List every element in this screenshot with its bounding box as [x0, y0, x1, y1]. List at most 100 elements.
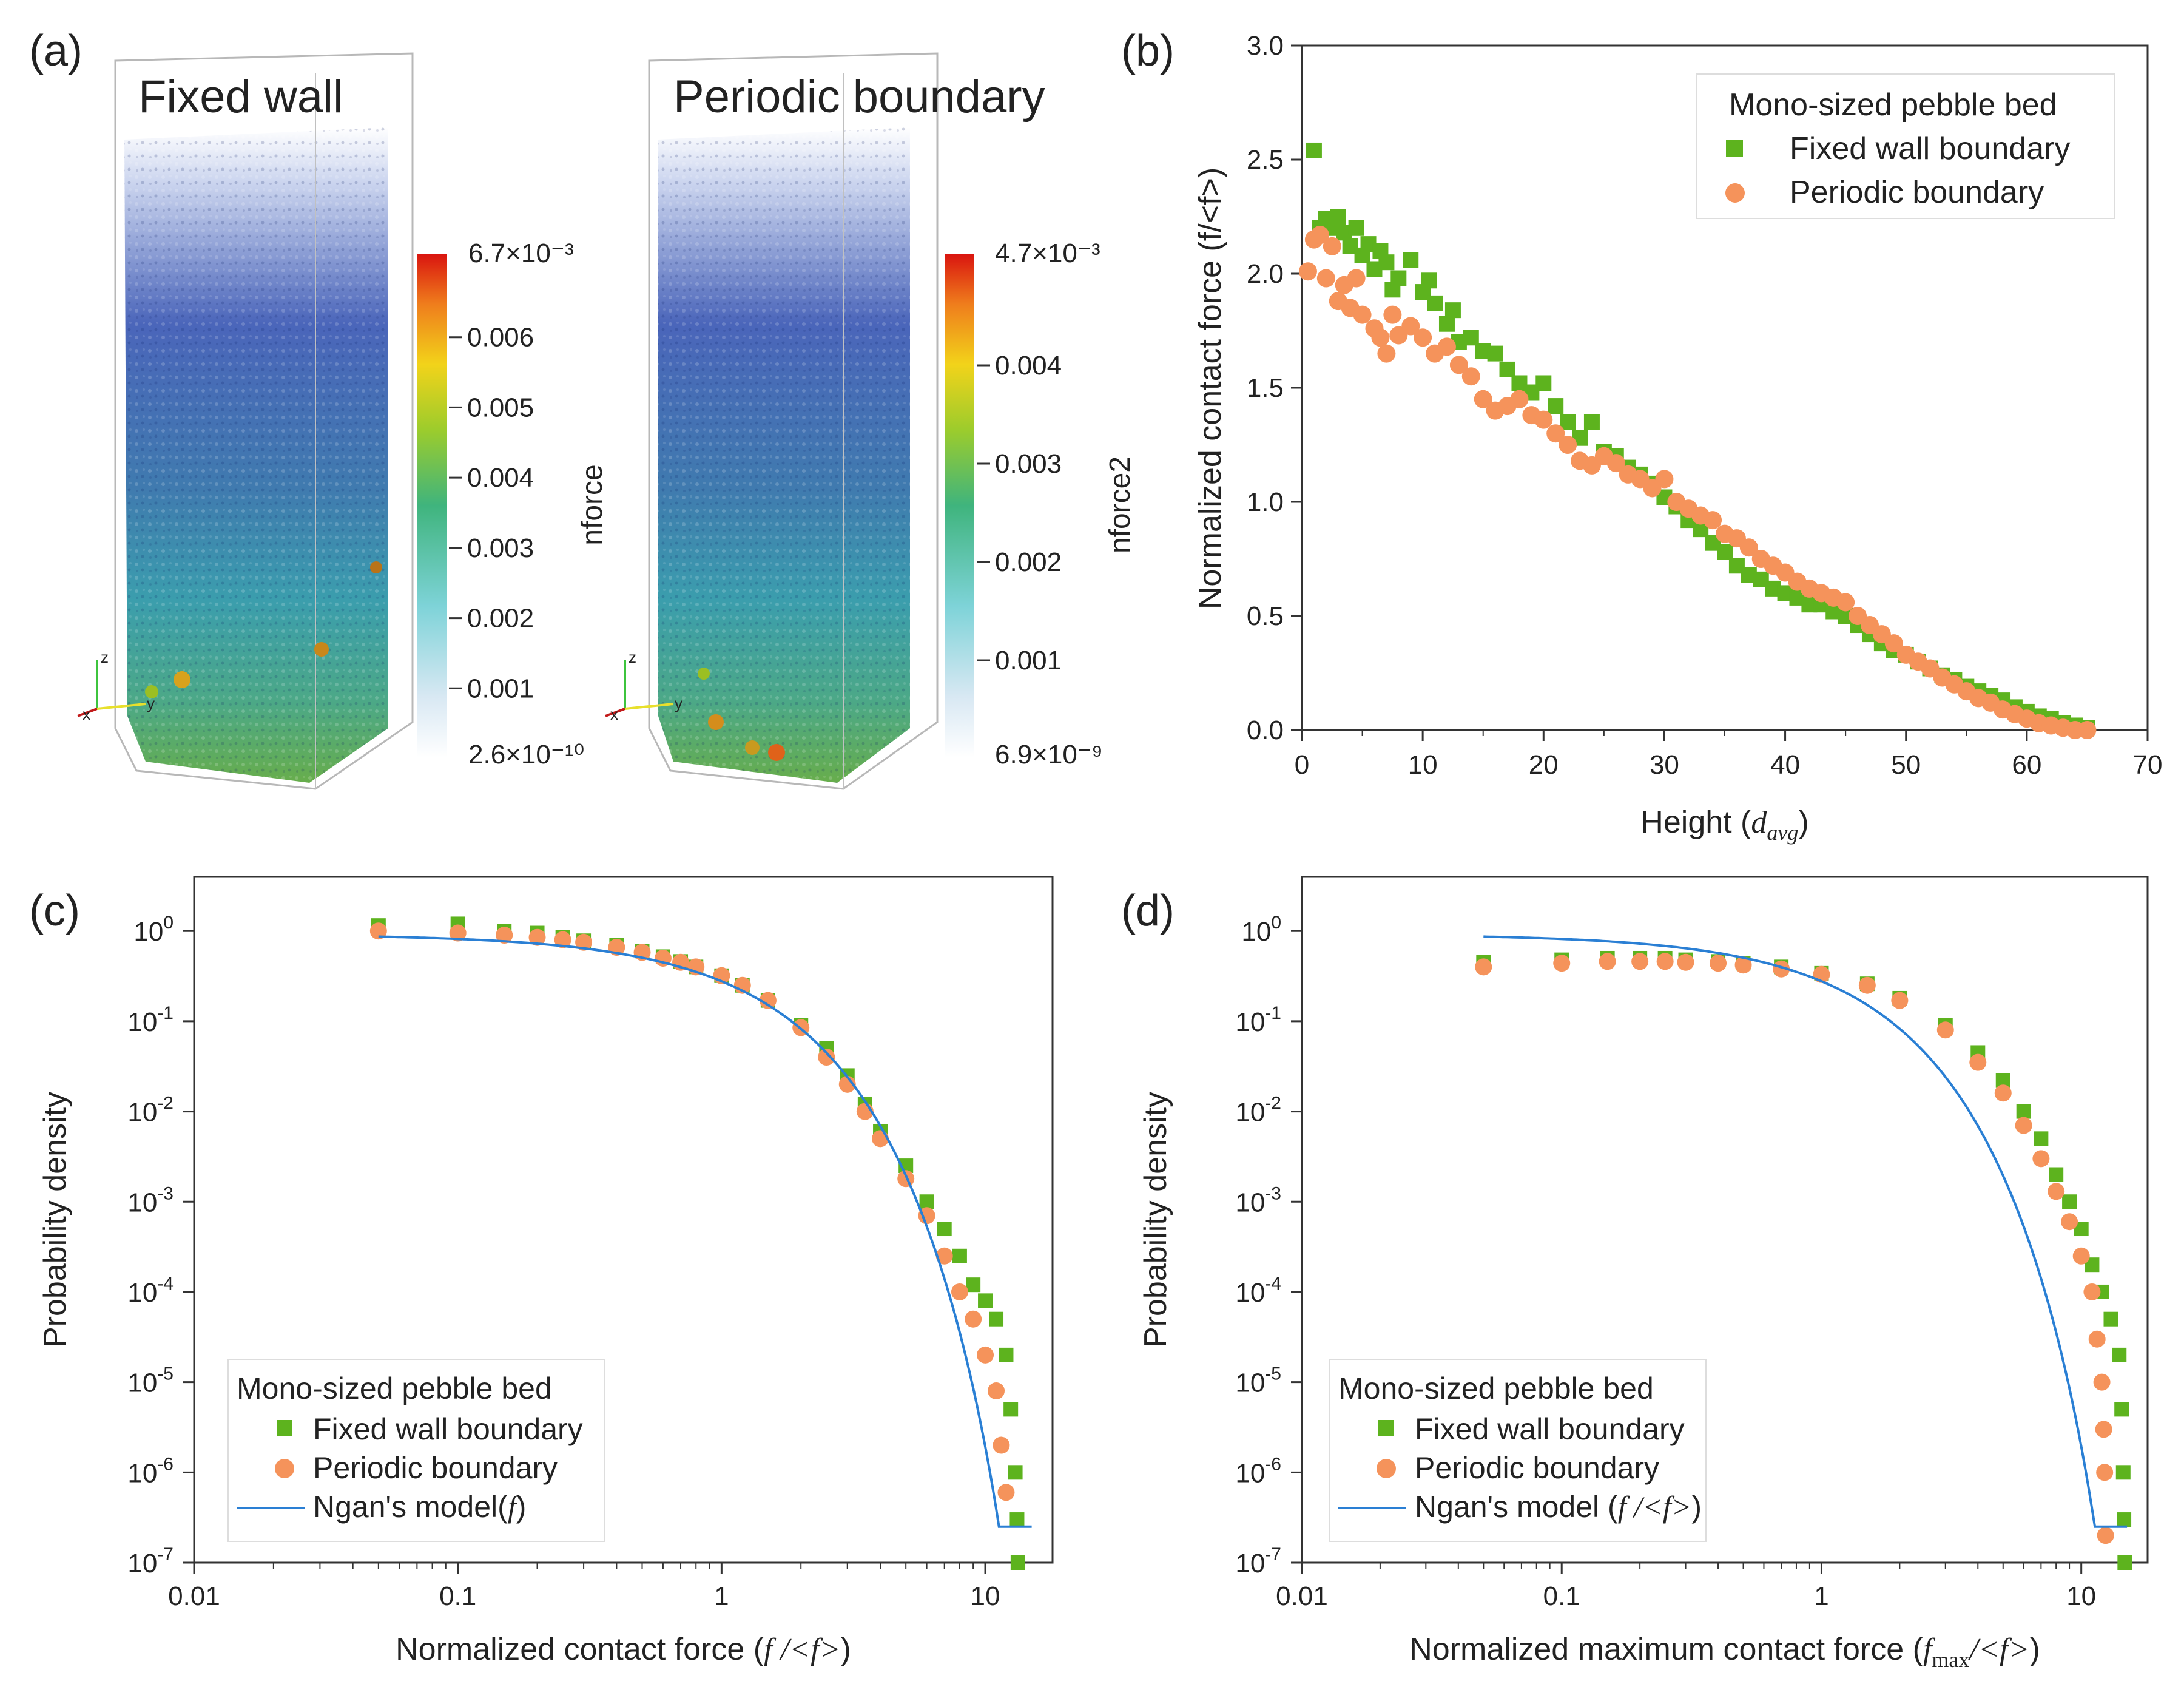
y-tick-label: 10-2	[127, 1094, 174, 1128]
axis-y: y	[147, 694, 155, 712]
periodic-bed: Periodic boundary z x y 4.7×10⁻³ 0.004 0.…	[605, 52, 1136, 790]
legend-fixed-wall: Fixed wall boundary	[313, 1412, 583, 1446]
fixed-wall-bed: Fixed wall z x y 6.7×10⁻³ 0.006 0.005 0.00…	[77, 52, 608, 790]
model-curve	[378, 935, 1032, 1528]
data-point-periodic	[993, 1436, 1010, 1454]
x-tick-label: 30	[1650, 750, 1679, 780]
data-point-periodic	[1461, 367, 1480, 386]
data-point-fixed-wall	[1548, 398, 1564, 414]
colorbar-left-tick-label: 0.005	[467, 393, 534, 422]
data-point-periodic	[1371, 328, 1390, 347]
data-point-fixed-wall	[989, 1311, 1004, 1327]
y-tick-label: 2.5	[1247, 145, 1284, 175]
panel-d-label: (d)	[1121, 887, 1175, 935]
bed-texture	[658, 127, 910, 783]
colorbar-left-max: 6.7×10⁻³	[468, 238, 574, 268]
legend-marker-fixed-wall	[1726, 140, 1743, 157]
data-point-periodic	[449, 924, 467, 942]
data-point-fixed-wall	[1560, 414, 1576, 430]
y-tick-label: 10-5	[1235, 1364, 1281, 1398]
data-point-periodic	[1510, 390, 1529, 408]
data-point-periodic	[1891, 992, 1909, 1009]
data-point-periodic	[1559, 436, 1577, 454]
data-point-periodic	[1655, 470, 1674, 489]
panel-c-label: (c)	[29, 887, 80, 935]
colorbar-right-tick-label: 0.001	[995, 646, 1062, 675]
x-axis-label: Height (davg)	[1640, 805, 1808, 845]
data-point-periodic	[1631, 953, 1649, 970]
data-point-periodic	[951, 1283, 968, 1300]
data-point-periodic	[554, 931, 571, 948]
legend-marker-periodic	[1377, 1459, 1396, 1478]
hot-pebble	[174, 671, 190, 688]
y-tick-label: 1.0	[1247, 487, 1284, 517]
y-tick-label: 10-6	[1235, 1454, 1281, 1488]
data-point-periodic	[1858, 976, 1876, 994]
x-tick-label: 60	[2012, 750, 2041, 780]
data-point-periodic	[997, 1484, 1015, 1501]
colorbar-right-tick-label: 0.004	[995, 351, 1062, 380]
y-tick-label: 10-6	[127, 1454, 174, 1488]
legend-marker-periodic	[275, 1459, 294, 1478]
data-point-fixed-wall	[2115, 1465, 2131, 1480]
x-axis-label: Normalized maximum contact force (fmax/<…	[1409, 1632, 2040, 1672]
data-point-fixed-wall	[1009, 1512, 1025, 1527]
colorbar-left-label: nforce	[576, 464, 608, 545]
data-point-periodic	[1710, 955, 1727, 972]
data-point-periodic	[2072, 1247, 2090, 1265]
axes-triad: z x y	[605, 648, 682, 723]
data-point-periodic	[1316, 269, 1335, 288]
panel-a-label: (a)	[29, 27, 83, 75]
legend-marker-fixed-wall	[277, 1420, 292, 1436]
data-point-fixed-wall	[1008, 1465, 1023, 1480]
y-tick-label: 0.5	[1247, 601, 1284, 631]
x-axis-label: Normalized contact force (f /<f>)	[396, 1632, 851, 1667]
x-tick-label: 10	[971, 1581, 1000, 1611]
data-point-periodic	[369, 922, 387, 940]
legend-model: Ngan's model (f /<f>)	[1415, 1490, 1702, 1524]
y-tick-label: 10-1	[1235, 1003, 1281, 1037]
colorbar-right-tick-label: 0.003	[995, 449, 1062, 479]
colorbar-right-max: 4.7×10⁻³	[995, 238, 1100, 268]
data-point-periodic	[496, 927, 513, 944]
data-point-fixed-wall	[2016, 1104, 2031, 1119]
panel-a: (a) Fixed wall z x y 6.7×10⁻³	[29, 27, 1136, 790]
legend-periodic: Periodic boundary	[1790, 175, 2044, 210]
data-point-fixed-wall	[966, 1277, 981, 1293]
data-point-fixed-wall	[1378, 254, 1395, 271]
data-point-fixed-wall	[1421, 272, 1437, 289]
data-point-fixed-wall	[2117, 1555, 2132, 1570]
data-point-fixed-wall	[2117, 1512, 2132, 1527]
legend-box	[1696, 73, 2115, 219]
hot-pebble	[768, 744, 785, 761]
data-point-fixed-wall	[1390, 270, 1407, 286]
data-point-periodic	[2048, 1183, 2065, 1200]
data-point-fixed-wall	[2103, 1311, 2118, 1327]
colorbar-left-tick-label: 0.006	[467, 323, 534, 353]
data-point-fixed-wall	[978, 1293, 993, 1308]
hot-pebble	[370, 561, 382, 573]
x-tick-label: 0.1	[1543, 1581, 1580, 1611]
data-point-periodic	[759, 992, 777, 1009]
y-tick-label: 0.0	[1247, 715, 1284, 745]
y-tick-label: 10-3	[1235, 1183, 1281, 1217]
data-point-periodic	[1739, 538, 1758, 557]
data-point-fixed-wall	[1330, 209, 1346, 225]
hot-pebble	[745, 740, 760, 755]
data-point-periodic	[528, 928, 546, 946]
data-point-periodic	[1836, 593, 1855, 612]
data-point-periodic	[1383, 305, 1402, 324]
y-tick-label: 10-2	[1235, 1094, 1281, 1128]
data-point-periodic	[1936, 1021, 1954, 1039]
data-point-fixed-wall	[1535, 375, 1552, 391]
y-tick-label: 3.0	[1247, 31, 1284, 61]
data-point-periodic	[1734, 956, 1752, 974]
axis-z: z	[101, 648, 109, 666]
data-point-periodic	[1677, 953, 1694, 971]
data-point-periodic	[988, 1382, 1005, 1400]
data-point-periodic	[897, 1170, 915, 1188]
data-point-fixed-wall	[2112, 1347, 2127, 1362]
panel-b-label: (b)	[1121, 27, 1175, 75]
axis-x: x	[83, 705, 90, 723]
y-tick-label: 10-7	[1235, 1544, 1281, 1578]
